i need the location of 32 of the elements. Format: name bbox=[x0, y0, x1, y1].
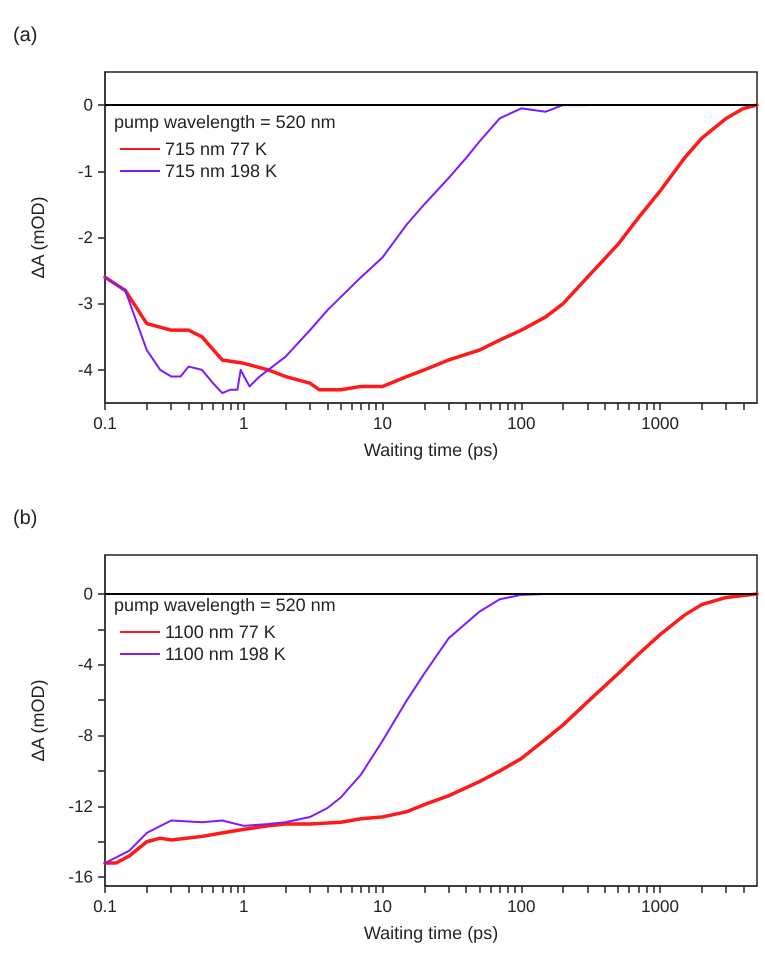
y-tick-label: 0 bbox=[84, 96, 93, 115]
y-tick-label: -4 bbox=[78, 360, 93, 380]
x-tick-label: 0.1 bbox=[93, 414, 117, 433]
x-tick-label: 100 bbox=[507, 897, 536, 916]
y-tick-label: 0 bbox=[84, 584, 93, 604]
legend-label: 715 nm 198 K bbox=[165, 161, 278, 181]
x-tick-label: 100 bbox=[507, 414, 536, 433]
x-tick-label: 1 bbox=[239, 897, 248, 916]
x-tick-label: 1000 bbox=[641, 414, 679, 433]
x-tick-label: 0.1 bbox=[93, 897, 117, 916]
legend-title: pump wavelength = 520 nm bbox=[114, 595, 336, 615]
legend-label: 1100 nm 77 K bbox=[165, 622, 276, 642]
y-tick-label: -4 bbox=[78, 655, 93, 674]
y-axis-title: ΔA (mOD) bbox=[28, 196, 48, 279]
x-axis-title: Waiting time (ps) bbox=[364, 923, 498, 943]
x-tick-label: 10 bbox=[373, 897, 392, 916]
x-tick-label: 1 bbox=[239, 414, 248, 433]
x-tick-label: 10 bbox=[373, 414, 392, 433]
y-tick-label: -2 bbox=[78, 228, 93, 247]
legend-label: 1100 nm 198 K bbox=[165, 644, 286, 664]
y-tick-label: -8 bbox=[78, 726, 93, 746]
y-axis-title: ΔA (mOD) bbox=[28, 679, 48, 762]
chart-title: (b) bbox=[13, 507, 38, 529]
y-tick-label: -12 bbox=[68, 796, 93, 816]
x-tick-label: 1000 bbox=[641, 897, 679, 916]
chart-title: (a) bbox=[13, 24, 38, 46]
legend-label: 715 nm 77 K bbox=[165, 139, 268, 159]
y-tick-label: -16 bbox=[68, 868, 93, 887]
legend-title: pump wavelength = 520 nm bbox=[114, 112, 336, 132]
y-tick-label: -1 bbox=[78, 162, 93, 181]
x-axis-title: Waiting time (ps) bbox=[364, 440, 498, 460]
y-tick-label: -3 bbox=[78, 294, 93, 314]
